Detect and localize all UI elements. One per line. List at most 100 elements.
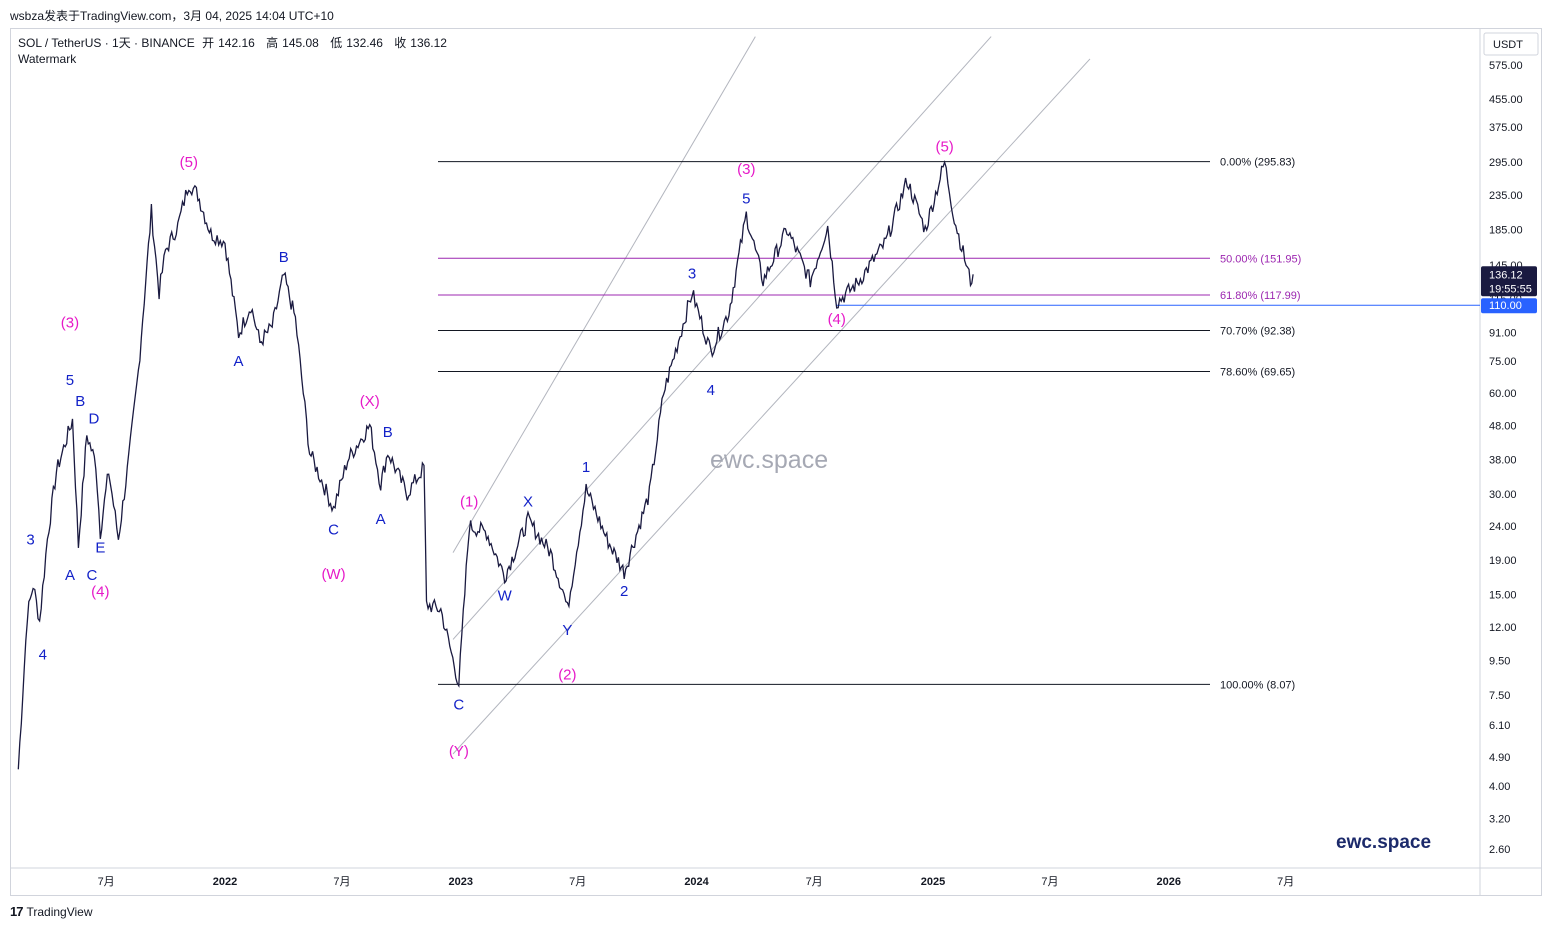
y-tick-label: 375.00 bbox=[1489, 122, 1523, 134]
wave-label: (Y) bbox=[449, 743, 469, 760]
y-tick-label: 15.00 bbox=[1489, 589, 1517, 601]
x-tick-label: 7月 bbox=[98, 876, 115, 888]
wave-label: (5) bbox=[180, 154, 198, 171]
wave-label: (2) bbox=[558, 666, 576, 683]
x-tick-label: 2022 bbox=[213, 876, 237, 888]
open-value: 142.16 bbox=[218, 36, 255, 50]
plot-layer bbox=[17, 36, 1480, 770]
wave-label: (4) bbox=[828, 311, 846, 328]
x-tick-label: 7月 bbox=[1041, 876, 1058, 888]
wave-label: A bbox=[65, 567, 75, 584]
fib-level-label: 61.80% (117.99) bbox=[1220, 290, 1301, 302]
chart-frame bbox=[10, 28, 1542, 896]
y-tick-label: 91.00 bbox=[1489, 328, 1517, 340]
wave-label: 5 bbox=[742, 190, 750, 207]
y-tick-label: 38.00 bbox=[1489, 454, 1517, 466]
wave-label: B bbox=[279, 249, 289, 266]
y-tick-label: 7.50 bbox=[1489, 690, 1510, 702]
x-tick-label: 2023 bbox=[449, 876, 473, 888]
wave-label: C bbox=[87, 567, 98, 584]
y-tick-label: 9.50 bbox=[1489, 656, 1510, 668]
y-tick-label: 24.00 bbox=[1489, 521, 1517, 533]
high-value: 145.08 bbox=[282, 36, 319, 50]
close-label: 收 136.12 bbox=[394, 36, 447, 50]
tradingview-brand[interactable]: 17 TradingView bbox=[10, 904, 93, 919]
x-tick-label: 7月 bbox=[569, 876, 586, 888]
y-tick-label: 295.00 bbox=[1489, 157, 1523, 169]
last-price-value: 136.12 bbox=[1489, 269, 1523, 281]
y-tick-label: 48.00 bbox=[1489, 421, 1517, 433]
wave-label: 3 bbox=[688, 266, 696, 283]
close-value: 136.12 bbox=[410, 36, 447, 50]
y-tick-label: 75.00 bbox=[1489, 356, 1517, 368]
open-label: 开 142.16 bbox=[202, 36, 255, 50]
low-value: 132.46 bbox=[346, 36, 383, 50]
wave-label: A bbox=[234, 353, 244, 370]
fib-level-label: 0.00% (295.83) bbox=[1220, 157, 1295, 169]
price-series-line bbox=[17, 160, 974, 770]
y-tick-label: 3.20 bbox=[1489, 814, 1510, 826]
symbol-title[interactable]: SOL / TetherUS · 1天 · BINANCE bbox=[18, 36, 195, 50]
wave-label: 3 bbox=[26, 532, 34, 549]
y-tick-label: 19.00 bbox=[1489, 555, 1517, 567]
x-tick-label: 2025 bbox=[921, 876, 945, 888]
channel-line-2 bbox=[452, 36, 992, 640]
wave-label: 4 bbox=[39, 646, 47, 663]
wave-label: C bbox=[453, 696, 464, 713]
channel-line-3 bbox=[452, 58, 1091, 755]
currency-box[interactable] bbox=[1483, 32, 1539, 56]
wave-label: E bbox=[95, 539, 105, 556]
wave-label: A bbox=[376, 511, 386, 528]
wave-label: (X) bbox=[360, 393, 380, 410]
wave-label: B bbox=[75, 393, 85, 410]
wave-label: 5 bbox=[66, 372, 74, 389]
y-tick-label: 4.90 bbox=[1489, 752, 1510, 764]
wave-label: D bbox=[88, 411, 99, 428]
corner-watermark: ewc.space bbox=[1336, 832, 1432, 853]
x-tick-label: 7月 bbox=[806, 876, 823, 888]
wave-label: (3) bbox=[737, 161, 755, 178]
center-watermark: ewc.space bbox=[710, 446, 829, 474]
wave-label: C bbox=[328, 522, 339, 539]
fib-level-label: 100.00% (8.07) bbox=[1220, 679, 1295, 691]
fib-level-label: 78.60% (69.65) bbox=[1220, 367, 1295, 379]
wave-label: 4 bbox=[707, 382, 715, 399]
y-tick-label: 455.00 bbox=[1489, 94, 1523, 106]
y-tick-label: 2.60 bbox=[1489, 844, 1510, 856]
high-label: 高 145.08 bbox=[266, 36, 319, 50]
tradingview-logo-icon: 17 bbox=[10, 904, 24, 919]
y-tick-label: 30.00 bbox=[1489, 489, 1517, 501]
y-tick-label: 575.00 bbox=[1489, 60, 1523, 72]
wave-label: (5) bbox=[935, 139, 953, 156]
fib-level-label: 70.70% (92.38) bbox=[1220, 326, 1295, 338]
line-price-value: 110.00 bbox=[1489, 300, 1522, 312]
fib-level-label: 50.00% (151.95) bbox=[1220, 253, 1301, 265]
publish-header: wsbza发表于TradingView.com，3月 04, 2025 14:0… bbox=[10, 9, 334, 23]
last-price-tag[interactable] bbox=[1481, 266, 1537, 297]
wave-label: W bbox=[498, 588, 513, 605]
x-tick-label: 7月 bbox=[333, 876, 350, 888]
wave-label: 1 bbox=[582, 459, 590, 476]
y-tick-label: 6.10 bbox=[1489, 720, 1510, 732]
wave-label: X bbox=[523, 494, 533, 511]
wave-label: B bbox=[383, 424, 393, 441]
low-label: 低 132.46 bbox=[330, 36, 383, 50]
y-tick-label: 235.00 bbox=[1489, 190, 1523, 202]
x-tick-label: 2026 bbox=[1157, 876, 1181, 888]
y-tick-label: 185.00 bbox=[1489, 225, 1523, 237]
tradingview-brand-text: TradingView bbox=[26, 904, 93, 919]
x-tick-label: 2024 bbox=[684, 876, 709, 888]
wave-label: 2 bbox=[620, 583, 628, 600]
indicator-watermark-label[interactable]: Watermark bbox=[18, 52, 77, 66]
y-tick-label: 12.00 bbox=[1489, 622, 1517, 634]
wave-label: (W) bbox=[321, 566, 345, 583]
y-tick-label: 60.00 bbox=[1489, 388, 1517, 400]
x-tick-label: 7月 bbox=[1277, 876, 1294, 888]
line-price-tag[interactable] bbox=[1481, 298, 1537, 314]
wave-label: Y bbox=[562, 622, 572, 639]
wave-label: (4) bbox=[91, 583, 109, 600]
wave-label: (3) bbox=[61, 314, 79, 331]
currency-label[interactable]: USDT bbox=[1493, 39, 1523, 51]
